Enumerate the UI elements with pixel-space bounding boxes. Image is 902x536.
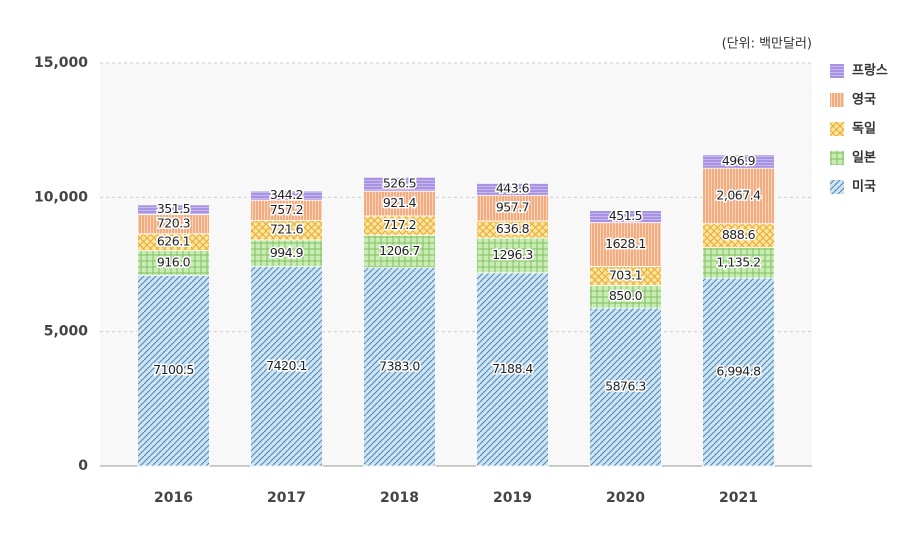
y-tick-label: 15,000 [34,55,88,71]
value-label: 7420.1 [266,358,307,373]
legend-label: 프랑스 [852,64,888,79]
x-tick-label: 2016 [154,490,193,506]
unit-note: (단위: 백만달러) [722,37,812,52]
bar-segment [589,307,662,467]
bar-segment [137,204,210,215]
value-label: 757.2 [270,202,303,217]
bar-segment [250,266,323,467]
legend-label: 미국 [852,179,876,195]
legend-swatch [830,93,844,107]
legend-label: 영국 [852,93,876,108]
value-label: 7188.4 [492,361,533,376]
y-tick-label: 5,000 [44,324,89,340]
legend-swatch [830,180,844,194]
bar-segment [702,167,775,225]
value-label: 916.0 [157,254,191,269]
value-label: 888.6 [722,227,756,242]
value-label: 921.4 [383,195,417,210]
value-label: 626.1 [157,234,190,249]
bar-segment [702,247,775,279]
legend-label: 독일 [852,122,876,137]
value-label: 451.5 [609,208,642,223]
value-label: 344.2 [270,187,303,202]
legend-label: 일본 [852,151,876,166]
value-label: 717.2 [383,217,416,232]
bar-segment [363,190,436,217]
bar-segment [250,190,323,201]
legend-swatch [830,122,844,136]
value-label: 703.1 [609,267,642,282]
value-label: 7100.5 [153,362,194,377]
bar-segment [476,182,549,196]
value-label: 496.9 [722,153,756,168]
bar-segment [363,176,436,192]
value-label: 526.5 [383,176,416,191]
value-label: 351.5 [157,201,190,216]
bar-segment [137,250,210,276]
bar-segment [702,154,775,169]
value-label: 7383.0 [379,358,420,373]
value-label: 721.6 [270,222,304,237]
x-tick-label: 2020 [606,490,645,506]
value-label: 636.8 [496,221,530,236]
value-label: 2,067.4 [716,187,761,202]
bar-segment [589,222,662,267]
value-label: 5876.3 [605,379,646,394]
value-label: 1,135.2 [716,254,760,269]
value-label: 1206.7 [379,243,420,258]
x-tick-label: 2019 [493,490,532,506]
bar-segment [137,274,210,467]
x-tick-label: 2018 [380,490,419,506]
legend-swatch [830,151,844,165]
value-label: 720.3 [157,216,190,231]
x-tick-label: 2021 [719,490,758,506]
bar-segment [476,272,549,467]
bar-segment [250,239,323,268]
x-tick-label: 2017 [267,490,306,506]
y-tick-label: 10,000 [34,189,88,205]
bar-segment [589,210,662,224]
bar-segment [363,267,436,467]
value-label: 850.0 [609,288,643,303]
legend-swatch [830,64,844,78]
value-label: 443.6 [496,181,530,196]
plot-background [100,63,812,466]
bar-segment [476,194,549,222]
bar-segment [702,277,775,467]
value-label: 1296.3 [492,247,533,262]
value-label: 957.7 [496,200,529,215]
value-label: 6,994.8 [716,364,761,379]
y-tick-label: 0 [78,458,88,474]
value-label: 1628.1 [605,236,646,251]
value-label: 994.9 [270,245,304,260]
